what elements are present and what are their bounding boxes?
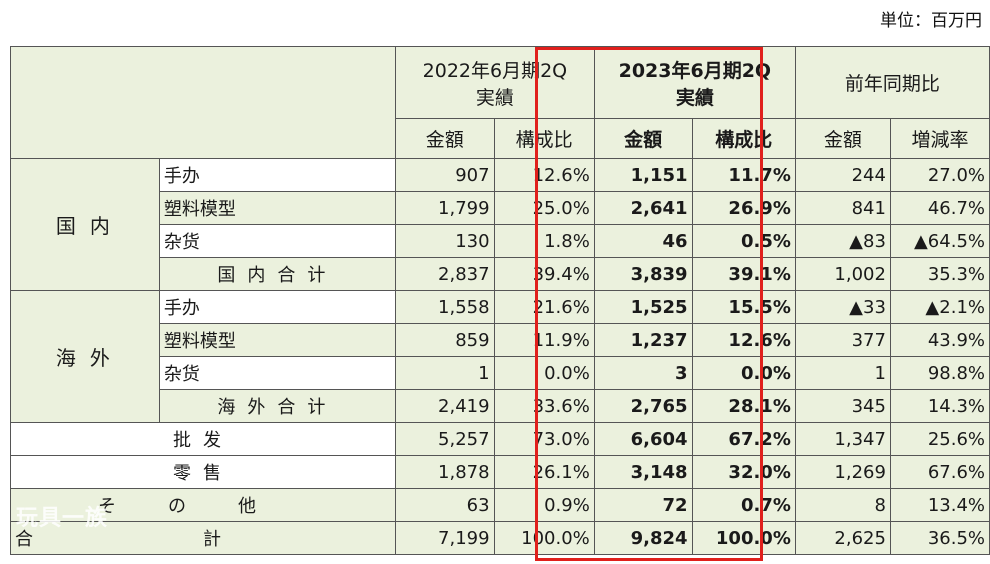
unit-label: 単位：百万円 [880,11,982,31]
header-row-1: 2022年6月期2Q 実績 2023年6月期2Q 実績 前年同期比 [10,46,990,159]
header-prev-amount: 金額 [395,118,495,159]
table-row: 塑料模型 1,799 25.0% 2,641 26.9% 841 46.7% [11,191,990,225]
row-name: 杂货 [158,356,397,390]
table-row: 塑料模型 859 11.9% 1,237 12.6% 377 43.9% [11,323,990,357]
row-name: 塑料模型 [158,323,397,357]
table-row: 杂货 130 1.8% 46 0.5% ▲83 ▲64.5% [11,224,990,258]
table-row: 杂货 1 0.0% 3 0.0% 1 98.8% [11,356,990,390]
table-row: 海外 手办 1,558 21.6% 1,525 15.5% ▲33 ▲2.1% [10,290,990,423]
header-prev-ratio: 構成比 [493,118,595,159]
header-yoy-change: 増減率 [889,118,990,159]
row-name: 批发 [10,422,396,456]
sales-table: 2022年6月期2Q 実績 2023年6月期2Q 実績 前年同期比 金額 構成比… [10,46,990,555]
region-overseas: 海外 [10,290,160,423]
row-name: その他 [10,488,396,522]
table-row: 批发 5,257 73.0% 6,604 67.2% 1,347 25.6% [10,422,990,456]
row-name: 海外合计 [158,389,397,423]
row-name: 手办 [158,290,397,324]
grand-total-row: 合計 7,199 100.0% 9,824 100.0% 2,625 36.5% [10,521,990,555]
region-domestic: 国内 [10,158,160,291]
row-name: 零售 [10,455,396,489]
subtotal-row: 海外合计 2,419 33.6% 2,765 28.1% 345 14.3% [11,389,990,423]
table-row: その他 63 0.9% 72 0.7% 8 13.4% [10,488,990,522]
header-yoy: 前年同期比 [794,46,990,119]
row-name: 合計 [10,521,396,555]
header-prev-period: 2022年6月期2Q 実績 [395,46,595,119]
header-curr-amount: 金額 [593,118,693,159]
header-curr-period: 2023年6月期2Q 実績 [593,46,796,119]
row-name: 国内合计 [158,257,397,291]
row-name: 杂货 [158,224,397,258]
header-yoy-amount: 金額 [794,118,891,159]
header-row-2: 金額 構成比 金額 構成比 金額 増減率 [11,118,990,159]
header-corner [10,46,396,159]
header-curr-ratio: 構成比 [691,118,796,159]
table-row: 零售 1,878 26.1% 3,148 32.0% 1,269 67.6% [10,455,990,489]
watermark: 玩具一族 [16,506,109,531]
row-name: 手办 [158,158,397,192]
row-name: 塑料模型 [158,191,397,225]
subtotal-row: 国内合计 2,837 39.4% 3,839 39.1% 1,002 35.3% [11,257,990,291]
table-row: 国内 手办 907 12.6% 1,151 11.7% 244 27.0% [10,158,990,291]
